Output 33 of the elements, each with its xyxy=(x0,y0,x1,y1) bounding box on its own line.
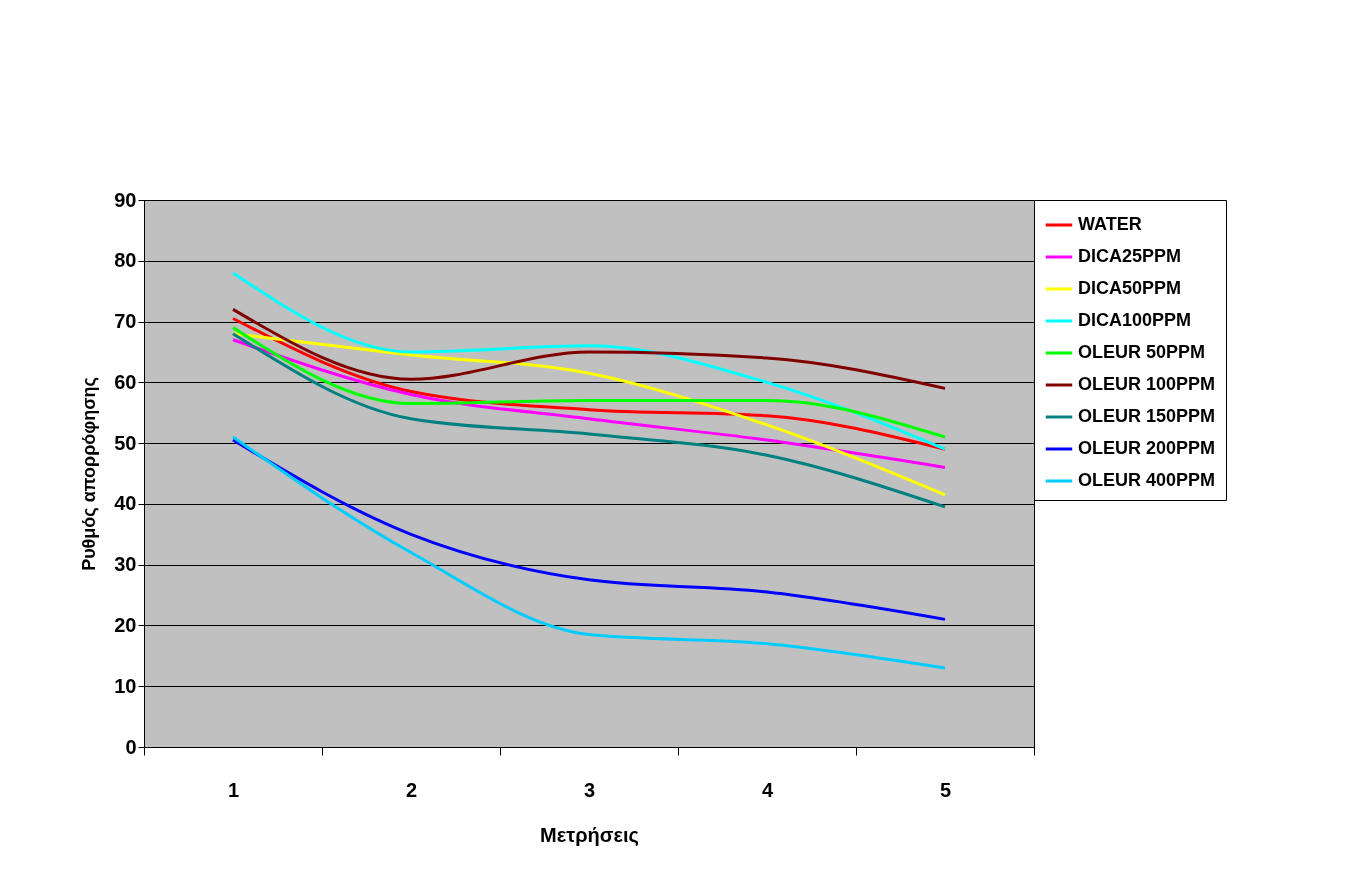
line-series xyxy=(231,317,947,451)
y-tick-label: 40 xyxy=(114,492,137,515)
line-series xyxy=(231,435,947,670)
y-tick-label: 70 xyxy=(114,310,137,333)
y-tick-label: 30 xyxy=(114,553,137,576)
legend-label: OLEUR 150PPM xyxy=(1078,406,1216,426)
line-series xyxy=(231,271,947,451)
legend-label: DICA100PPM xyxy=(1078,310,1192,330)
x-tick-label: 5 xyxy=(939,778,952,801)
legend-label: OLEUR 400PPM xyxy=(1078,470,1216,490)
y-tick-label: 0 xyxy=(125,735,137,758)
y-tick-label: 90 xyxy=(114,188,137,211)
legend-label: DICA25PPM xyxy=(1078,246,1182,266)
y-axis-title: Ρυθμός απορρόφησης xyxy=(79,377,100,571)
legend-label: OLEUR 50PPM xyxy=(1078,342,1206,362)
legend-label: OLEUR 200PPM xyxy=(1078,438,1216,458)
line-series xyxy=(231,338,947,469)
line-series xyxy=(231,326,947,439)
x-tick-label: 4 xyxy=(761,778,774,801)
x-tick-label: 2 xyxy=(405,778,418,801)
x-tick-label: 3 xyxy=(583,778,596,801)
y-tick-label: 20 xyxy=(114,613,137,636)
x-tick-label: 1 xyxy=(227,778,240,801)
legend-label: WATER xyxy=(1078,214,1142,234)
y-tick-label: 10 xyxy=(114,674,137,697)
x-axis-title: Μετρήσεις xyxy=(540,823,639,846)
line-series xyxy=(231,307,947,390)
line-series xyxy=(231,438,947,621)
legend-label: DICA50PPM xyxy=(1078,278,1182,298)
y-tick-label: 50 xyxy=(114,431,137,454)
y-tick-label: 80 xyxy=(114,249,137,272)
legend-label: OLEUR 100PPM xyxy=(1078,374,1216,394)
y-tick-label: 60 xyxy=(114,370,137,393)
